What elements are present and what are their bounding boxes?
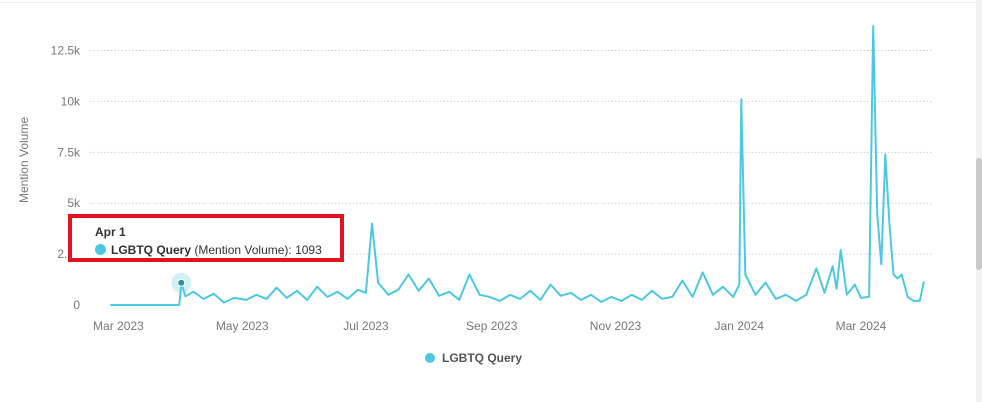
- tooltip-row: LGBTQ Query (Mention Volume): 1093: [95, 243, 322, 257]
- x-tick-label: May 2023: [216, 319, 269, 333]
- tooltip-metric: (Mention Volume):: [194, 243, 296, 257]
- x-tick-label: Jan 2024: [715, 319, 765, 333]
- y-tick-label: 5k: [67, 196, 81, 210]
- tooltip-series-dot-icon: [95, 244, 106, 255]
- tooltip-title: Apr 1: [95, 225, 126, 239]
- x-axis-ticks: Mar 2023 May 2023 Jul 2023 Sep 2023 Nov 2023…: [93, 319, 887, 333]
- x-tick-label: Mar 2024: [836, 319, 887, 333]
- x-tick-label: Mar 2023: [93, 319, 144, 333]
- legend-dot-icon: [425, 353, 435, 363]
- y-axis-label: Mention Volume: [17, 117, 31, 203]
- top-divider: [0, 2, 982, 3]
- series-line: [110, 25, 925, 306]
- y-tick-label: 12.5k: [51, 44, 81, 58]
- legend-item[interactable]: LGBTQ Query: [425, 351, 522, 365]
- tooltip-series-name: LGBTQ Query: [111, 243, 192, 257]
- y-tick-label: 0: [73, 298, 80, 312]
- tooltip-value: 1093: [295, 243, 322, 257]
- x-tick-label: Nov 2023: [590, 319, 642, 333]
- highlight-group: [171, 272, 192, 293]
- highlight-point[interactable]: [177, 278, 186, 287]
- series-group: [110, 25, 925, 306]
- legend-label: LGBTQ Query: [442, 351, 523, 365]
- y-tick-label: 7.5k: [57, 145, 81, 159]
- x-tick-label: Sep 2023: [466, 319, 518, 333]
- x-tick-label: Jul 2023: [343, 319, 389, 333]
- scrollbar-thumb[interactable]: [976, 158, 982, 270]
- data-tooltip: Apr 1 LGBTQ Query (Mention Volume): 1093: [68, 214, 344, 262]
- y-tick-label: 10k: [61, 94, 81, 108]
